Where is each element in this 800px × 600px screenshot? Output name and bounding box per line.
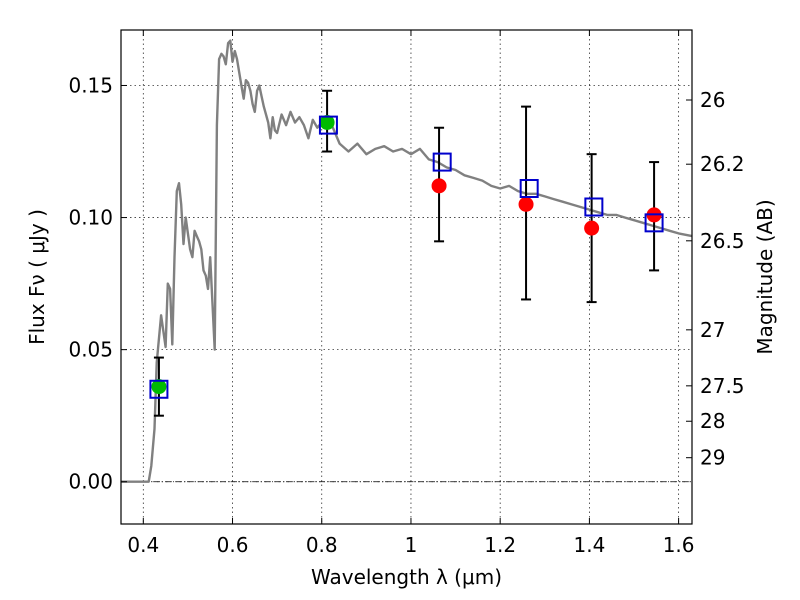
observed-point-layer <box>151 114 662 395</box>
model-sed-layer <box>121 39 693 483</box>
y-axis-label: Flux Fν ( μJy ) <box>25 209 49 345</box>
y2-tick-label: 27 <box>700 318 725 342</box>
x-axis-label: Wavelength λ (μm) <box>311 565 502 589</box>
model-photometry-layer <box>149 115 664 399</box>
observed-point <box>151 379 167 395</box>
observed-point <box>431 178 447 194</box>
x-tick-label: 0.8 <box>306 533 338 557</box>
x-tick-label: 1.2 <box>484 533 516 557</box>
x-tick-label: 0.6 <box>217 533 249 557</box>
y-tick-label: 0.10 <box>68 206 113 230</box>
model-sed-line <box>121 39 693 483</box>
model-photometry-square <box>519 179 539 199</box>
model-photometry-square <box>432 152 452 172</box>
y2-tick-label: 29 <box>700 446 725 470</box>
y2-tick-label: 26 <box>700 88 725 112</box>
y2-tick-label: 26.5 <box>700 229 745 253</box>
x-tick-label: 1 <box>405 533 418 557</box>
observed-point <box>584 220 600 236</box>
y-tick-label: 0.15 <box>68 73 113 97</box>
x-tick-label: 0.4 <box>127 533 159 557</box>
observed-point <box>319 114 335 130</box>
x-tick-label: 1.6 <box>663 533 695 557</box>
model-photometry-square <box>149 379 169 399</box>
y2-tick-label: 27.5 <box>700 374 745 398</box>
y2-axis-label: Magnitude (AB) <box>753 199 777 354</box>
axis-layer: 0.4 0.6 0.8 1 1.2 1.4 1.6 0.00 0.05 0.10 0.15 26 26.… <box>68 30 745 557</box>
y-tick-label: 0.00 <box>68 470 113 494</box>
model-photometry-square <box>318 115 338 135</box>
y-tick-label: 0.05 <box>68 338 113 362</box>
observed-point <box>518 196 534 212</box>
x-tick-label: 1.4 <box>573 533 605 557</box>
model-photometry-square <box>584 197 604 217</box>
y2-tick-label: 26.2 <box>700 152 745 176</box>
model-photometry-square <box>644 213 664 233</box>
y2-tick-label: 28 <box>700 409 725 433</box>
plot-frame <box>120 29 693 525</box>
